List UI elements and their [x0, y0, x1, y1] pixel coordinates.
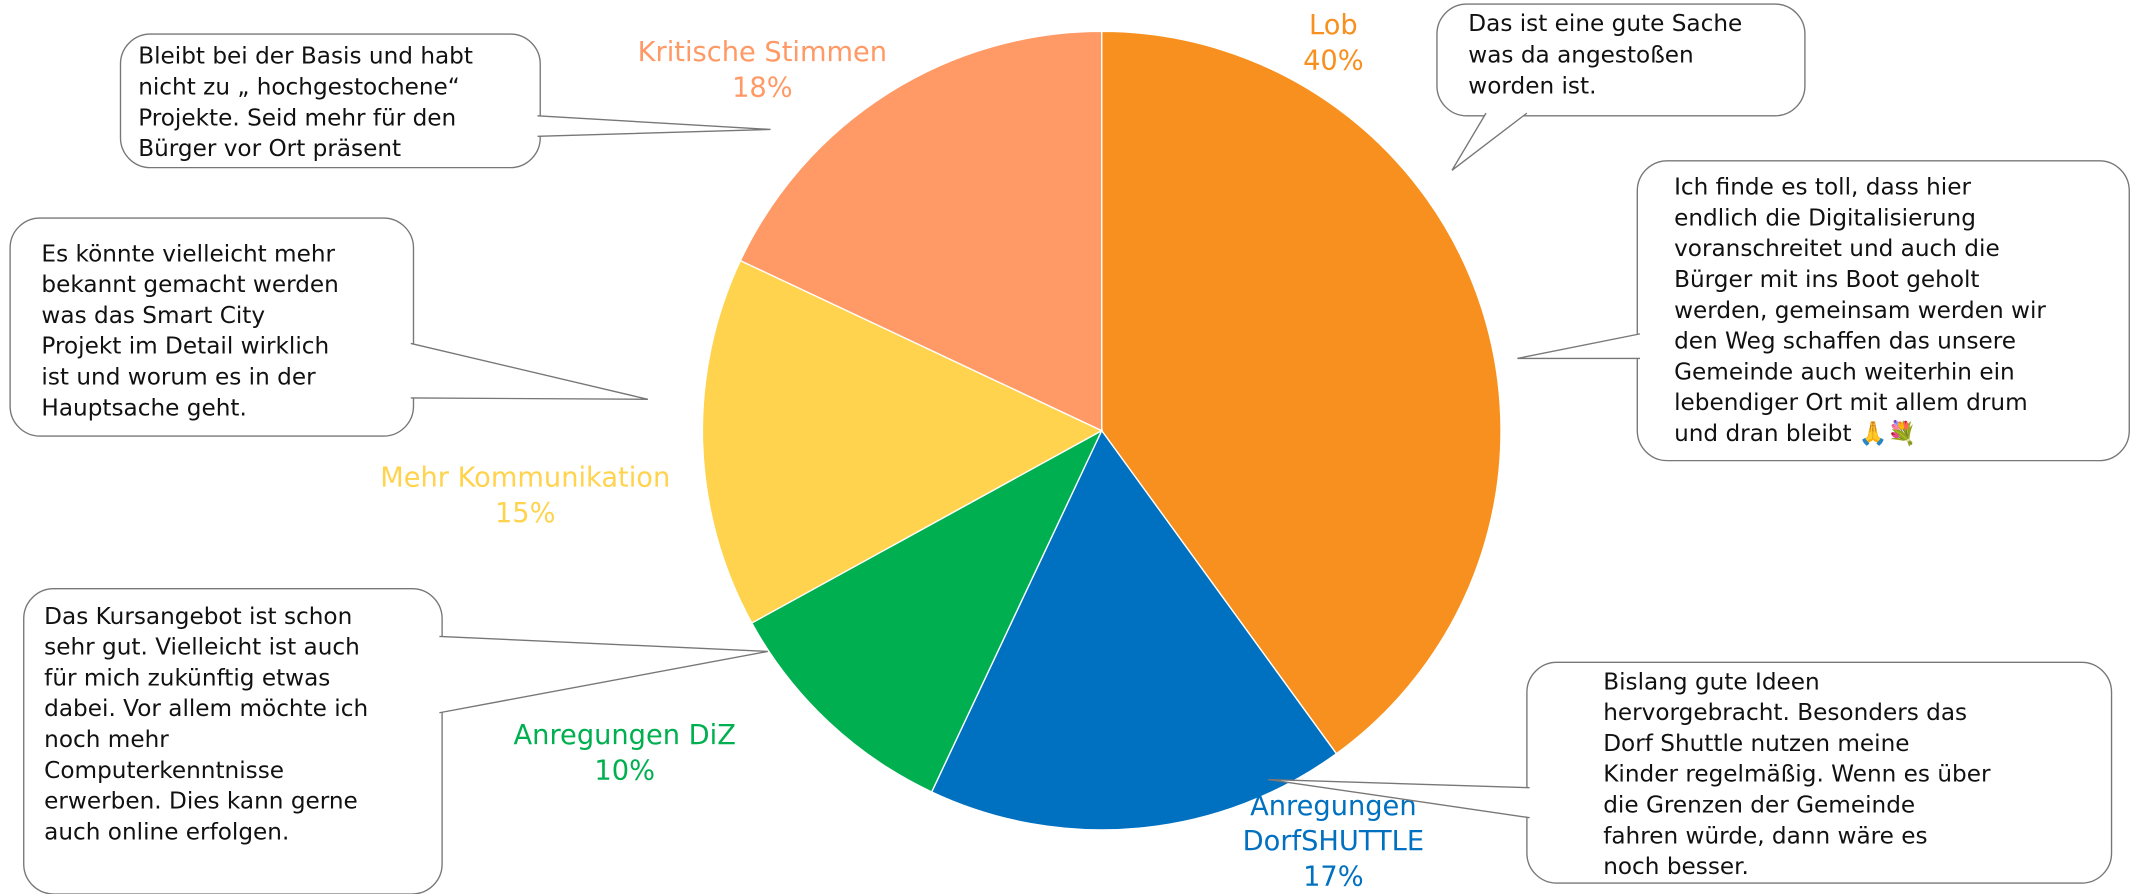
callout-text: lebendiger Ort mit allem drum [1674, 390, 2028, 416]
slice-label-text: Anregungen DiZ [514, 719, 736, 750]
callout-text: hervorgebracht. Besonders das [1603, 700, 1967, 726]
callout-text: Computerkenntnisse [44, 758, 284, 784]
callout-text: Dorf Shuttle nutzen meine [1603, 731, 1909, 757]
callout-text: Das Kursangebot ist schon [44, 604, 352, 630]
callout-text: noch mehr [44, 727, 169, 753]
callout-pointer [1267, 778, 1530, 819]
callout-text: bekannt gemacht werden [41, 272, 338, 298]
callout-text: sehr gut. Vielleicht ist auch [44, 635, 360, 661]
callout-text: nicht zu „ hochgestochene“ [138, 75, 460, 101]
callout-text: was das Smart City [41, 303, 265, 329]
slice-value-label: 15% [495, 497, 556, 528]
callout-text: dabei. Vor allem möchte ich [44, 696, 368, 722]
slice-value-label: 17% [1303, 861, 1364, 892]
slice-label-text: Mehr Kommunikation [380, 462, 670, 493]
callout-text: für mich zukünftig etwas [44, 665, 330, 691]
callout-box [9, 217, 415, 437]
callout-text: Bislang gute Ideen [1603, 669, 1820, 695]
callout-text: noch besser. [1603, 854, 1749, 880]
callout-text: ist und worum es in der [41, 365, 316, 391]
slice-label-text: DorfSHUTTLE [1243, 826, 1424, 857]
callout-text: Bleibt bei der Basis und habt [138, 44, 473, 70]
callout-text: den Weg schaffen das unsere [1674, 329, 2016, 355]
callout-pointer [537, 115, 771, 137]
callout-text: die Grenzen der Gemeinde [1603, 792, 1915, 818]
callout-text: Es könnte vielleicht mehr [41, 241, 335, 267]
callout-box [23, 588, 443, 894]
callout-text: Gemeinde auch weiterhin ein [1674, 359, 2015, 385]
callout-text: endlich die Digitalisierung [1674, 205, 1976, 231]
callout-text: fahren würde, dann wäre es [1603, 823, 1927, 849]
pie-slice [750, 429, 1104, 793]
callout-text: auch online erfolgen. [44, 819, 289, 845]
callout-text: voranschreitet und auch die [1674, 236, 2000, 262]
callout-box [1436, 3, 1806, 117]
callout-text: Projekt im Detail wirklich [41, 334, 329, 360]
callout-text: Projekte. Seid mehr für den [138, 105, 456, 131]
callout-box [119, 33, 541, 169]
callout-text: werden, gemeinsam werden wir [1674, 298, 2046, 324]
pie-slice [1101, 30, 1502, 755]
callout-pointer [410, 342, 649, 400]
callout-text: und dran bleibt 🙏💐 [1674, 419, 1916, 447]
callout-text: Bürger vor Ort präsent [138, 136, 401, 162]
slice-label-text: Lob [1309, 9, 1358, 40]
slice-label: Anregungen DorfSHUTTLE 17% [1243, 790, 1424, 892]
callout-text: Hauptsache geht. [41, 395, 246, 421]
callout-pointer [1451, 112, 1528, 171]
slice-label: Anregungen DiZ 10% [514, 719, 736, 785]
pie-slice [739, 30, 1103, 432]
callout-text: Das ist eine gute Sache [1468, 11, 1742, 37]
slice-value-label: 10% [594, 755, 655, 786]
callout-text: Kinder regelmäßig. Wenn es über [1603, 762, 1991, 788]
slice-label: Lob 40% [1303, 9, 1364, 75]
callout-box [1636, 160, 2130, 462]
slice-value-label: 40% [1303, 45, 1364, 76]
callout-text: worden ist. [1468, 74, 1596, 100]
callout-pointer [439, 635, 768, 714]
callout-pointer [1517, 333, 1641, 360]
slice-value-label: 18% [732, 72, 793, 103]
slice-label: Kritische Stimmen 18% [638, 37, 887, 103]
slice-label-text: Kritische Stimmen [638, 37, 887, 68]
pie-slice [701, 259, 1104, 624]
callout-text: was da angestoßen [1468, 42, 1693, 68]
callout-text: Bürger mit ins Boot geholt [1674, 267, 1979, 293]
callout-box [1526, 661, 2113, 884]
callout-text: erwerben. Dies kann gerne [44, 789, 358, 815]
slice-label: Mehr Kommunikation 15% [380, 462, 670, 528]
callout-text: Ich finde es toll, dass hier [1674, 175, 1971, 201]
